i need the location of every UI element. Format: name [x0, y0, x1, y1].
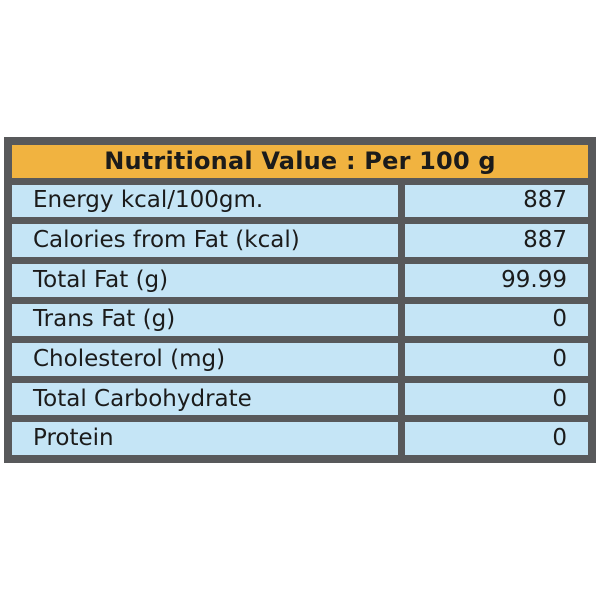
row-label: Total Carbohydrate — [12, 382, 398, 416]
row-value: 887 — [405, 184, 588, 218]
row-label: Cholesterol (mg) — [12, 343, 398, 376]
row-value: 0 — [405, 382, 588, 416]
row-value: 0 — [405, 303, 588, 337]
row-label: Total Fat (g) — [12, 263, 398, 297]
row-value: 0 — [405, 422, 588, 455]
nutrition-facts-table: Nutritional Value : Per 100 g Energy kca… — [4, 137, 596, 463]
row-label: Energy kcal/100gm. — [12, 184, 398, 218]
row-value: 0 — [405, 343, 588, 376]
row-value: 887 — [405, 224, 588, 257]
row-label: Calories from Fat (kcal) — [12, 224, 398, 257]
row-label: Protein — [12, 422, 398, 455]
row-label: Trans Fat (g) — [12, 303, 398, 337]
row-value: 99.99 — [405, 263, 588, 297]
table-title: Nutritional Value : Per 100 g — [12, 145, 588, 178]
